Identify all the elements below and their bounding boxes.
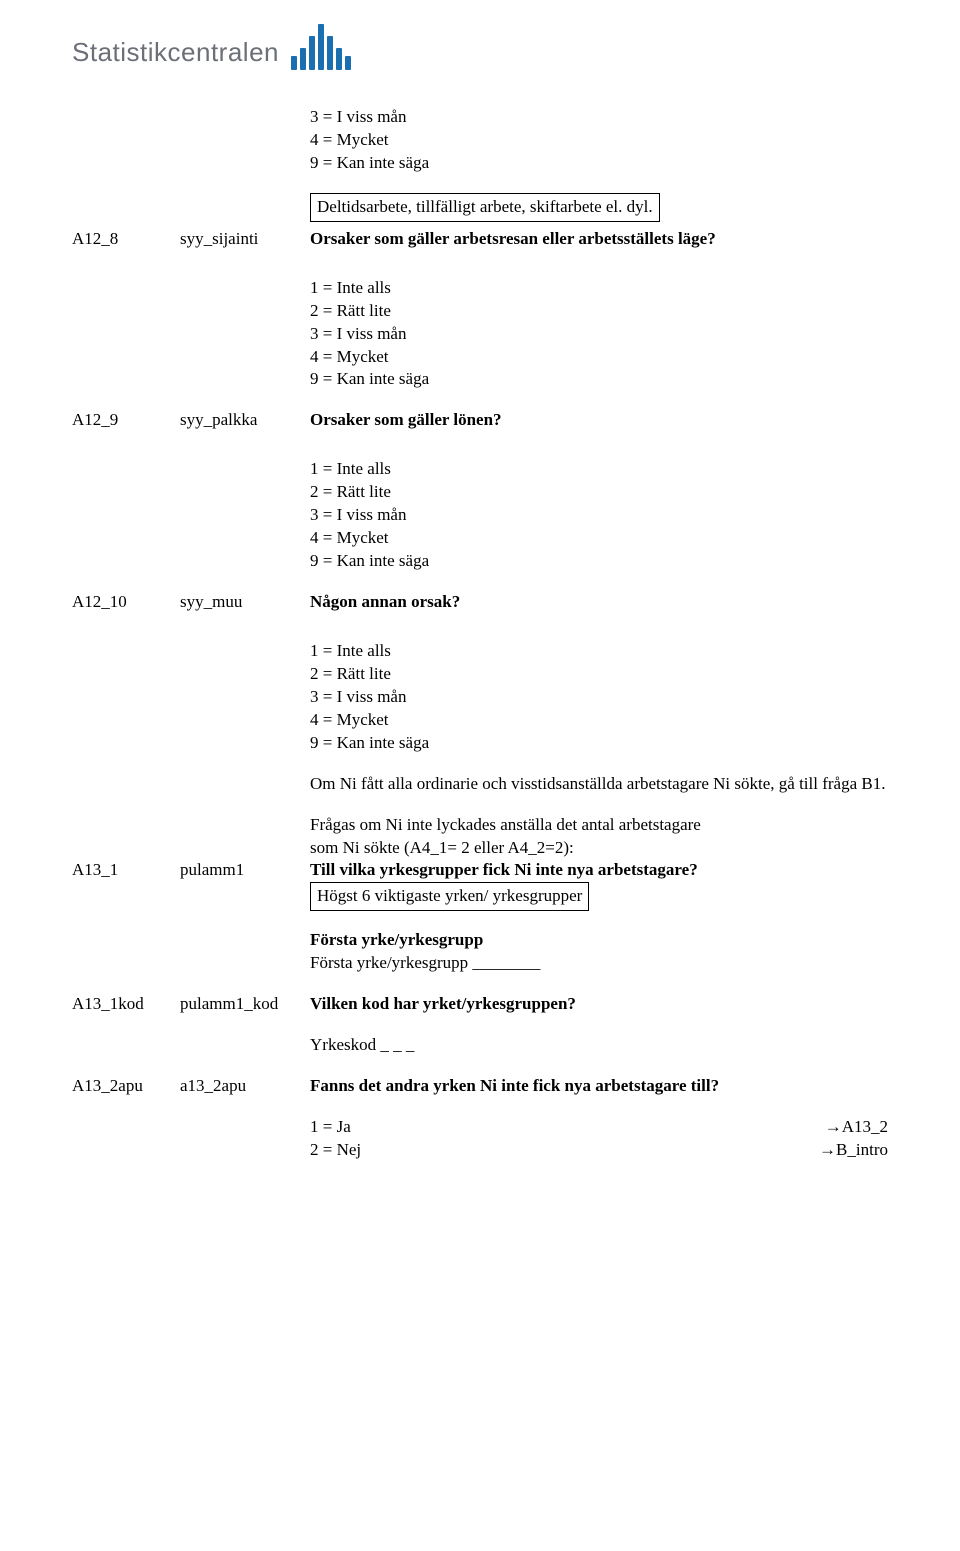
scale-line: 9 = Kan inte säga <box>310 368 888 391</box>
note-box-wrap: Deltidsarbete, tillfälligt arbete, skift… <box>310 193 888 222</box>
scale-full: 1 = Inte alls 2 = Rätt lite 3 = I viss m… <box>310 277 888 392</box>
logo: Statistikcentralen <box>72 24 888 70</box>
a13-1-sub: Första yrke/yrkesgrupp Första yrke/yrkes… <box>310 929 888 975</box>
item-a12-9: A12_9 syy_palkka Orsaker som gäller löne… <box>72 409 888 432</box>
pretext-line: som Ni sökte (A4_1= 2 eller A4_2=2): <box>310 837 888 860</box>
item-question: Orsaker som gäller lönen? <box>310 409 888 432</box>
scale-line: 4 = Mycket <box>310 527 888 550</box>
item-question: Fanns det andra yrken Ni inte fick nya a… <box>310 1075 888 1098</box>
item-var: pulamm1 <box>180 859 310 882</box>
option-row: 1 = Ja →A13_2 <box>310 1116 888 1139</box>
routing-note-text: Om Ni fått alla ordinarie och visstidsan… <box>310 773 888 796</box>
scale-full: 1 = Inte alls 2 = Rätt lite 3 = I viss m… <box>310 640 888 755</box>
scale-partial: 3 = I viss mån 4 = Mycket 9 = Kan inte s… <box>310 106 888 175</box>
scale-line: 9 = Kan inte säga <box>310 152 888 175</box>
item-code: A12_8 <box>72 228 180 251</box>
pretext-line: Frågas om Ni inte lyckades anställa det … <box>310 814 888 837</box>
goto-label: →B_intro <box>795 1139 888 1162</box>
option-label: 2 = Nej <box>310 1139 361 1162</box>
item-var: pulamm1_kod <box>180 993 310 1016</box>
scale-line: 1 = Inte alls <box>310 277 888 300</box>
scale-line: 2 = Rätt lite <box>310 663 888 686</box>
item-var: a13_2apu <box>180 1075 310 1098</box>
item-question: Någon annan orsak? <box>310 591 888 614</box>
pretext-a13-1: Frågas om Ni inte lyckades anställa det … <box>310 814 888 860</box>
item-code: A13_1 <box>72 859 180 882</box>
item-a12-10: A12_10 syy_muu Någon annan orsak? <box>72 591 888 614</box>
routing-note: Om Ni fått alla ordinarie och visstidsan… <box>310 773 888 796</box>
logo-bars-icon <box>291 24 351 70</box>
item-code: A12_10 <box>72 591 180 614</box>
content: 3 = I viss mån 4 = Mycket 9 = Kan inte s… <box>72 106 888 1162</box>
scale-line: 9 = Kan inte säga <box>310 732 888 755</box>
scale-full: 1 = Inte alls 2 = Rätt lite 3 = I viss m… <box>310 458 888 573</box>
scale-line: 4 = Mycket <box>310 709 888 732</box>
sub-heading: Första yrke/yrkesgrupp <box>310 929 888 952</box>
item-a13-1kod: A13_1kod pulamm1_kod Vilken kod har yrke… <box>72 993 888 1016</box>
scale-line: 9 = Kan inte säga <box>310 550 888 573</box>
item-var: syy_sijainti <box>180 228 310 251</box>
item-code: A13_1kod <box>72 993 180 1016</box>
item-var: syy_muu <box>180 591 310 614</box>
scale-line: 2 = Rätt lite <box>310 481 888 504</box>
scale-line: 2 = Rätt lite <box>310 300 888 323</box>
yrkeskod-line: Yrkeskod _ _ _ <box>310 1034 888 1057</box>
scale-line: 1 = Inte alls <box>310 458 888 481</box>
item-var: syy_palkka <box>180 409 310 432</box>
scale-line: 3 = I viss mån <box>310 686 888 709</box>
yrkeskod-text: Yrkeskod _ _ _ <box>310 1034 888 1057</box>
scale-line: 4 = Mycket <box>310 346 888 369</box>
a13-2apu-options: 1 = Ja →A13_2 2 = Nej →B_intro <box>310 1116 888 1162</box>
scale-line: 3 = I viss mån <box>310 323 888 346</box>
scale-line: 4 = Mycket <box>310 129 888 152</box>
note-box: Deltidsarbete, tillfälligt arbete, skift… <box>310 193 660 222</box>
item-a13-1: A13_1 pulamm1 Till vilka yrkesgrupper fi… <box>72 859 888 882</box>
item-a12-8: A12_8 syy_sijainti Orsaker som gäller ar… <box>72 228 888 251</box>
goto-label: →A13_2 <box>801 1116 888 1139</box>
scale-line: 3 = I viss mån <box>310 106 888 129</box>
item-code: A13_2apu <box>72 1075 180 1098</box>
item-question: Vilken kod har yrket/yrkesgruppen? <box>310 993 888 1016</box>
logo-text: Statistikcentralen <box>72 35 279 70</box>
document-page: Statistikcentralen 3 = I viss mån 4 = My… <box>0 0 960 1202</box>
scale-line: 1 = Inte alls <box>310 640 888 663</box>
sub-fillin: Första yrke/yrkesgrupp <box>310 952 888 975</box>
item-code: A12_9 <box>72 409 180 432</box>
option-row: 2 = Nej →B_intro <box>310 1139 888 1162</box>
note-box: Högst 6 viktigaste yrken/ yrkesgrupper <box>310 882 589 911</box>
item-question: Orsaker som gäller arbetsresan eller arb… <box>310 228 888 251</box>
note-box-wrap: Högst 6 viktigaste yrken/ yrkesgrupper <box>310 882 888 911</box>
scale-line: 3 = I viss mån <box>310 504 888 527</box>
option-label: 1 = Ja <box>310 1116 351 1139</box>
item-a13-2apu: A13_2apu a13_2apu Fanns det andra yrken … <box>72 1075 888 1098</box>
item-question: Till vilka yrkesgrupper fick Ni inte nya… <box>310 859 888 882</box>
